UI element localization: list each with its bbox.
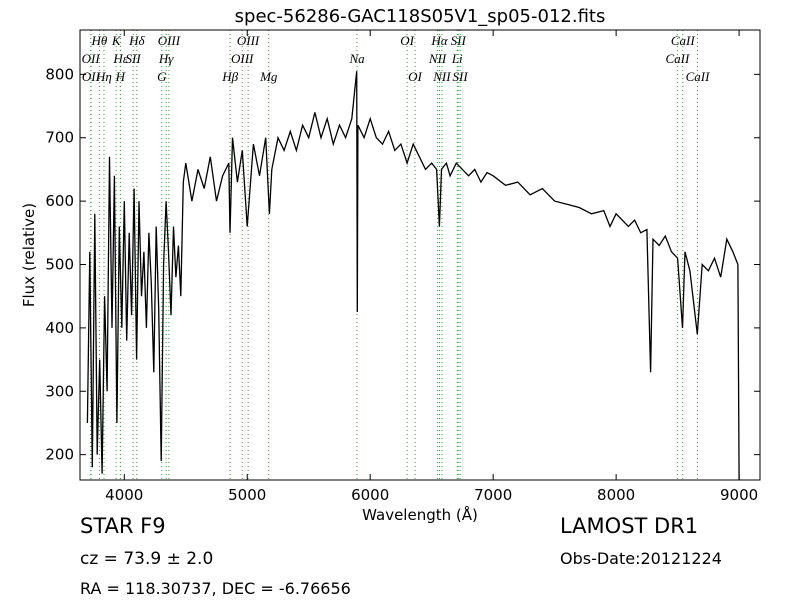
- x-axis-label: Wavelength (Å): [362, 505, 478, 524]
- spectral-line-label: K: [111, 33, 122, 48]
- spectral-line-label: Hδ: [128, 33, 145, 48]
- spectral-line-label: OIII: [158, 33, 181, 48]
- y-tick-label: 500: [45, 256, 74, 274]
- plot-frame: [79, 29, 761, 481]
- spectral-line-label: CaII: [671, 33, 696, 48]
- spectral-line-label: G: [157, 69, 167, 84]
- spectral-line-label: NII: [428, 51, 447, 66]
- obs-date: Obs-Date:20121224: [560, 549, 722, 568]
- x-tick-label: 9000: [720, 486, 758, 504]
- object-class: STAR F9: [80, 514, 166, 538]
- spectral-line-label: Hβ: [221, 69, 238, 84]
- y-tick-label: 800: [45, 65, 74, 83]
- spectral-line-label: OI: [400, 33, 414, 48]
- spectral-line-label: CaII: [665, 51, 690, 66]
- x-tick-label: 8000: [597, 486, 635, 504]
- spectral-line-label: Hγ: [158, 51, 174, 66]
- spectral-line-label: CaII: [686, 69, 711, 84]
- coordinates: RA = 118.30737, DEC = -6.76656: [80, 579, 351, 598]
- spectral-line-label: Li: [451, 51, 463, 66]
- spectral-line-label: H: [115, 69, 126, 84]
- spectral-line-label: NII: [432, 69, 451, 84]
- y-tick-label: 200: [45, 446, 74, 464]
- y-tick-label: 400: [45, 319, 74, 337]
- spectral-line-label: OIII: [237, 33, 260, 48]
- y-tick-label: 300: [45, 382, 74, 400]
- spectral-line-label: Hθ: [91, 33, 108, 48]
- spectrum: [86, 71, 740, 480]
- spectral-line-label: Hα: [430, 33, 448, 48]
- y-tick-label: 600: [45, 192, 74, 210]
- spectral-line-label: SII: [451, 33, 467, 48]
- spectral-line-label: OIII: [231, 51, 254, 66]
- x-tick-label: 6000: [351, 486, 389, 504]
- spectral-line-label: SII: [453, 69, 469, 84]
- spectral-line-label: Na: [348, 51, 365, 66]
- y-axis-label: Flux (relative): [20, 203, 38, 307]
- chart-title: spec-56286-GAC118S05V1_sp05-012.fits: [235, 6, 606, 27]
- survey: LAMOST DR1: [560, 514, 698, 538]
- x-tick-label: 4000: [105, 486, 143, 504]
- spectral-line-label: OII: [82, 69, 101, 84]
- spectral-line-label: OI: [408, 69, 422, 84]
- spectral-line-label: Hη: [95, 69, 112, 84]
- spectral-line-label: Mg: [259, 69, 278, 84]
- y-tick-label: 700: [45, 129, 74, 147]
- redshift: cz = 73.9 ± 2.0: [80, 549, 213, 569]
- x-tick-label: 5000: [228, 486, 266, 504]
- x-tick-label: 7000: [474, 486, 512, 504]
- spectral-line-label: SII: [126, 51, 142, 66]
